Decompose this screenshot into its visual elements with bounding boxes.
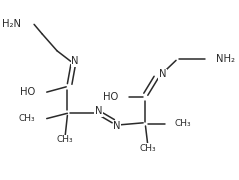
Text: CH₃: CH₃ xyxy=(174,119,191,128)
Text: N: N xyxy=(159,69,167,79)
Text: HO: HO xyxy=(103,92,119,102)
Text: CH₃: CH₃ xyxy=(57,135,73,144)
Text: CH₃: CH₃ xyxy=(19,114,35,123)
Text: N: N xyxy=(71,56,79,66)
Text: NH₂: NH₂ xyxy=(216,54,234,64)
Text: N: N xyxy=(95,106,102,116)
Text: H₂N: H₂N xyxy=(2,19,22,29)
Text: HO: HO xyxy=(20,87,35,97)
Text: CH₃: CH₃ xyxy=(140,144,156,153)
Text: N: N xyxy=(113,121,120,131)
